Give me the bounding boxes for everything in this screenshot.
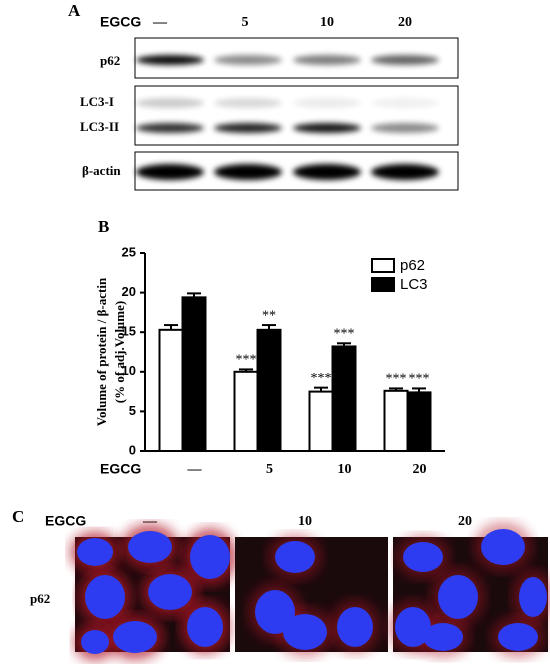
dose-label: 5 — [242, 15, 249, 30]
y-tick-label: 25 — [122, 244, 136, 259]
significance-label: *** — [311, 371, 332, 386]
microscopy — [70, 522, 550, 661]
significance-label: *** — [409, 372, 430, 387]
panel-label: B — [98, 217, 109, 236]
blot-band — [214, 98, 282, 108]
panel-label: A — [68, 1, 81, 20]
blot-band — [293, 98, 361, 108]
bar-chart: 0 5 10 15 20 25 Volume of protein / β-actin (% … — [94, 244, 445, 477]
blot-band — [136, 123, 204, 133]
significance-label: ** — [262, 308, 276, 323]
row-label: LC3-II — [80, 119, 119, 134]
blot-band — [136, 164, 204, 180]
nucleus — [423, 623, 463, 651]
blot-band — [214, 164, 282, 180]
x-tick-label: 10 — [338, 462, 352, 477]
y-axis-label: Volume of protein / β-actin — [94, 277, 109, 426]
blot-band — [214, 123, 282, 133]
y-axis-label: (% of adj.Volume) — [112, 301, 127, 403]
y-tick-label: 10 — [122, 363, 136, 378]
y-tick-label: 15 — [122, 324, 136, 339]
dose-label: 10 — [320, 15, 334, 30]
blot-band — [214, 55, 282, 65]
nucleus — [481, 529, 525, 565]
blot-band — [136, 98, 204, 108]
bar — [256, 328, 282, 453]
nucleus — [337, 607, 373, 647]
nucleus — [128, 531, 172, 563]
nucleus — [255, 590, 295, 634]
y-tick-label: 20 — [122, 284, 136, 299]
nucleus — [113, 621, 157, 653]
nucleus — [283, 614, 327, 650]
y-tick-label: 5 — [129, 403, 136, 418]
nucleus — [148, 574, 192, 610]
nucleus — [81, 630, 109, 654]
bar — [383, 389, 409, 453]
blot-bands — [136, 55, 439, 180]
y-tick-label: 0 — [129, 442, 136, 457]
row-label: p62 — [100, 53, 120, 68]
bar — [308, 390, 334, 453]
nucleus — [438, 575, 478, 619]
nucleus — [498, 623, 538, 651]
legend-label: p62 — [400, 257, 425, 274]
bar — [331, 345, 357, 452]
significance-label: *** — [334, 327, 355, 342]
dose-label: 10 — [298, 514, 312, 529]
x-tick-label: — — [187, 462, 203, 477]
bar — [158, 328, 184, 453]
legend-swatch — [371, 277, 395, 292]
x-axis-label: EGCG — [100, 461, 141, 477]
nucleus — [403, 542, 443, 572]
row-label: LC3-I — [80, 94, 114, 109]
x-tick-label: 20 — [413, 462, 427, 477]
bar — [233, 370, 259, 452]
nucleus — [519, 577, 547, 617]
bar — [181, 296, 207, 452]
nucleus — [275, 541, 315, 573]
bar — [406, 391, 432, 452]
blot-band — [371, 98, 439, 108]
row-label: p62 — [30, 591, 50, 606]
nucleus — [395, 607, 431, 647]
blot-band — [136, 55, 204, 65]
blot-band — [293, 123, 361, 133]
nucleus — [85, 575, 125, 619]
blot-frame — [134, 85, 459, 146]
nucleus — [77, 538, 113, 566]
legend-swatch — [371, 258, 395, 273]
nucleus — [190, 535, 230, 579]
blot-band — [371, 55, 439, 65]
dose-label: — — [152, 15, 168, 30]
treatment-label: EGCG — [100, 14, 141, 30]
x-tick-label: 5 — [266, 462, 273, 477]
blot-band — [293, 164, 361, 180]
nucleus — [187, 607, 223, 647]
treatment-label: EGCG — [45, 513, 86, 529]
significance-label: *** — [236, 353, 257, 368]
blot-band — [371, 123, 439, 133]
blot-band — [371, 164, 439, 180]
row-label: β-actin — [82, 163, 121, 178]
significance-label: *** — [386, 372, 407, 387]
legend-label: LC3 — [400, 276, 428, 293]
panel-label: C — [12, 507, 24, 526]
blot-band — [293, 55, 361, 65]
dose-label: 20 — [458, 514, 472, 529]
dose-label: 20 — [398, 15, 412, 30]
